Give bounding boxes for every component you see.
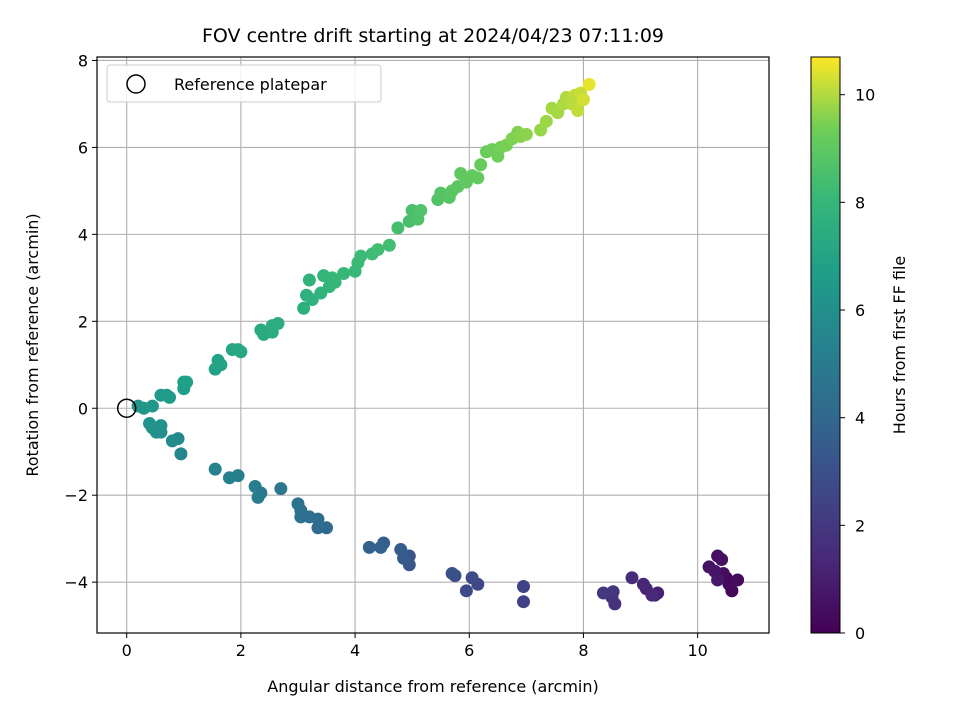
scatter-point <box>596 586 610 600</box>
scatter-point <box>165 434 179 448</box>
scatter-point <box>163 390 177 404</box>
legend-label: Reference platepar <box>174 75 327 94</box>
scatter-point <box>582 77 596 91</box>
scatter-point <box>274 482 288 496</box>
x-tick-label: 4 <box>350 641 360 660</box>
scatter-point <box>251 490 265 504</box>
x-tick-label: 10 <box>687 641 707 660</box>
scatter-point <box>271 316 285 330</box>
scatter-point <box>465 571 479 585</box>
colorbar-tick-label: 2 <box>855 516 865 535</box>
data-points <box>131 77 745 611</box>
scatter-point <box>571 103 585 117</box>
scatter-point <box>715 553 729 567</box>
colorbar-tick-label: 4 <box>855 409 865 428</box>
scatter-point <box>731 573 745 587</box>
scatter-point <box>394 543 408 557</box>
legend-box <box>106 64 382 103</box>
colorbar-tick-label: 8 <box>855 193 865 212</box>
scatter-point <box>516 595 530 609</box>
scatter-point <box>576 93 590 107</box>
scatter-point <box>222 471 236 485</box>
scatter-point <box>539 114 553 128</box>
colorbar-tick-label: 0 <box>855 624 865 643</box>
y-tick-label: 0 <box>78 399 88 418</box>
scatter-point <box>180 375 194 389</box>
y-tick-label: −2 <box>64 486 88 505</box>
y-tick-label: −4 <box>64 573 88 592</box>
y-tick-label: 8 <box>78 51 88 70</box>
scatter-point <box>519 127 533 141</box>
scatter-point <box>445 566 459 580</box>
y-tick-label: 6 <box>78 138 88 157</box>
scatter-point <box>145 399 159 413</box>
plot-frame <box>96 56 770 634</box>
scatter-point <box>606 585 620 599</box>
legend: Reference platepar <box>106 64 382 103</box>
x-tick-label: 2 <box>236 641 246 660</box>
colorbar-ticks: 0 2 4 6 8 10 <box>840 86 875 643</box>
scatter-point <box>636 577 650 591</box>
scatter-point <box>234 345 248 359</box>
scatter-point <box>362 540 376 554</box>
y-axis-label: Rotation from reference (arcmin) <box>23 213 42 476</box>
colorbar-label: Hours from first FF file <box>890 256 909 435</box>
scatter-point <box>248 480 262 494</box>
colorbar <box>810 56 841 634</box>
scatter-point <box>325 271 339 285</box>
grid-lines <box>97 57 769 633</box>
scatter-point <box>391 221 405 235</box>
scatter-point <box>302 273 316 287</box>
legend-marker-reference <box>126 74 146 94</box>
scatter-point <box>625 571 639 585</box>
scatter-point <box>297 301 311 315</box>
x-tick-label: 0 <box>122 641 132 660</box>
scatter-point <box>459 584 473 598</box>
scatter-point <box>291 497 305 511</box>
x-tick-label: 8 <box>578 641 588 660</box>
scatter-point <box>471 171 485 185</box>
scatter-point <box>382 238 396 252</box>
x-axis-ticks: 0 2 4 6 8 10 <box>122 633 708 660</box>
scatter-point <box>414 203 428 217</box>
chart-title: FOV centre drift starting at 2024/04/23 … <box>202 25 664 47</box>
scatter-point <box>143 416 157 430</box>
scatter-point <box>711 573 725 587</box>
x-tick-label: 6 <box>464 641 474 660</box>
colorbar-tick-label: 6 <box>855 301 865 320</box>
scatter-point <box>337 266 351 280</box>
colorbar-tick-label: 10 <box>855 86 875 105</box>
scatter-point <box>214 358 228 372</box>
scatter-point <box>354 249 368 263</box>
reference-marker <box>116 398 137 419</box>
scatter-point <box>174 447 188 461</box>
x-axis-label: Angular distance from reference (arcmin) <box>267 677 598 696</box>
scatter-point <box>516 579 530 593</box>
scatter-point <box>208 462 222 476</box>
y-axis-ticks: −4 −2 0 2 4 6 8 <box>64 51 97 592</box>
scatter-point <box>371 243 385 257</box>
scatter-point <box>645 588 659 602</box>
scatter-point <box>474 158 488 172</box>
scatter-point <box>374 540 388 554</box>
y-tick-label: 4 <box>78 225 88 244</box>
y-tick-label: 2 <box>78 312 88 331</box>
